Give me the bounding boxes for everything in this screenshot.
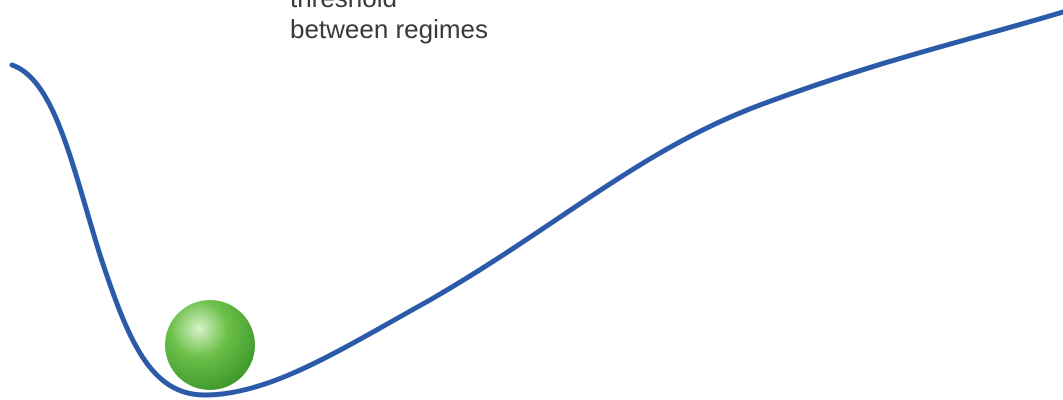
system-state-ball xyxy=(165,300,255,390)
potential-landscape-curve xyxy=(9,9,1063,398)
between-regimes-label: between regimes xyxy=(290,14,488,44)
threshold-label: threshold xyxy=(290,0,397,13)
